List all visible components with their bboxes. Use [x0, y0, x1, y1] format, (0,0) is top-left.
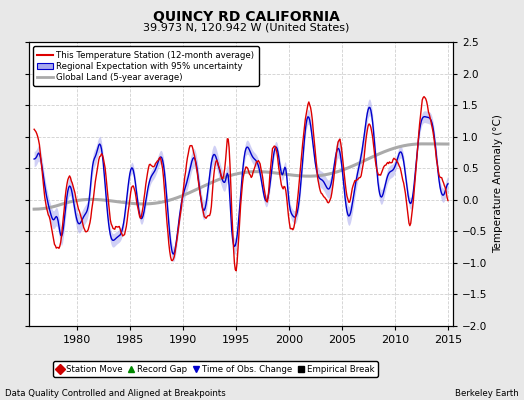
Y-axis label: Temperature Anomaly (°C): Temperature Anomaly (°C): [493, 114, 503, 254]
Text: 39.973 N, 120.942 W (United States): 39.973 N, 120.942 W (United States): [143, 22, 350, 32]
Text: Data Quality Controlled and Aligned at Breakpoints: Data Quality Controlled and Aligned at B…: [5, 389, 226, 398]
Text: QUINCY RD CALIFORNIA: QUINCY RD CALIFORNIA: [153, 10, 340, 24]
Text: Berkeley Earth: Berkeley Earth: [455, 389, 519, 398]
Legend: Station Move, Record Gap, Time of Obs. Change, Empirical Break: Station Move, Record Gap, Time of Obs. C…: [53, 361, 378, 377]
